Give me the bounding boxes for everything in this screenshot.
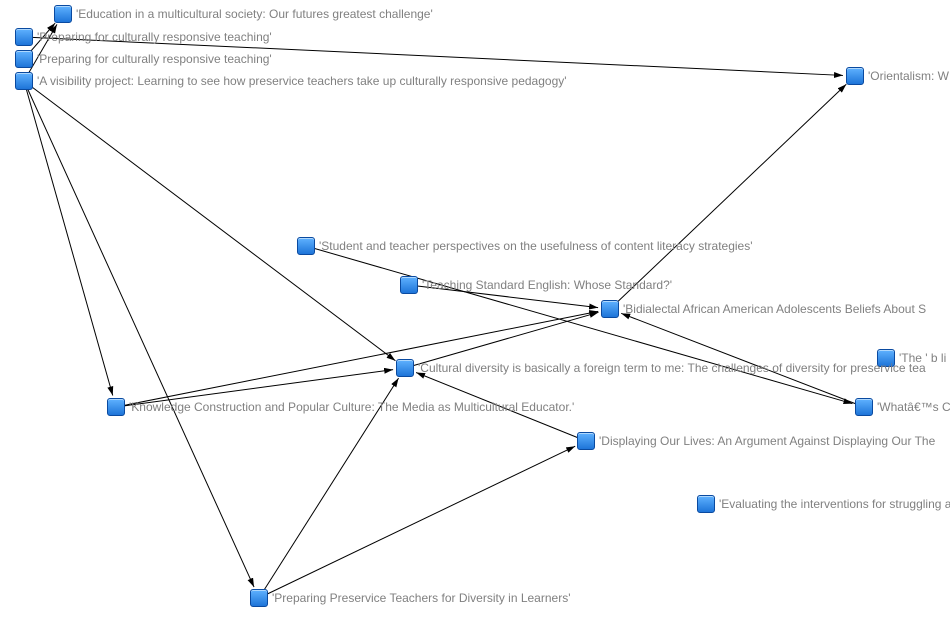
graph-edge [24,81,113,395]
node-label: 'Orientalism: W [868,69,949,83]
node-box-icon [297,237,315,255]
graph-edge [24,81,254,587]
node-label: 'Teaching Standard English: Whose Standa… [422,278,672,292]
node-box-icon [396,359,414,377]
node-box-icon [107,398,125,416]
node-box-icon [601,300,619,318]
graph-node[interactable]: 'Knowledge Construction and Popular Cult… [107,398,574,416]
graph-node[interactable]: 'Whatâ€™s C [855,398,950,416]
graph-edge [24,81,395,361]
node-box-icon [855,398,873,416]
graph-edge [306,246,852,404]
node-box-icon [15,50,33,68]
graph-node[interactable]: 'Preparing for culturally responsive tea… [15,50,272,68]
graph-node[interactable]: 'Preparing Preservice Teachers for Diver… [250,589,570,607]
graph-node[interactable]: 'Evaluating the interventions for strugg… [697,495,950,513]
graph-node[interactable]: 'Orientalism: W [846,67,949,85]
node-box-icon [15,28,33,46]
graph-node[interactable]: 'A visibility project: Learning to see h… [15,72,567,90]
node-label: 'A visibility project: Learning to see h… [37,74,567,88]
node-label: 'Preparing for culturally responsive tea… [37,30,272,44]
graph-node[interactable]: 'Bidialectal African American Adolescent… [601,300,926,318]
node-label: 'Preparing Preservice Teachers for Diver… [272,591,570,605]
graph-node[interactable]: 'Teaching Standard English: Whose Standa… [400,276,672,294]
graph-node[interactable]: 'Student and teacher perspectives on the… [297,237,753,255]
edge-layer [0,0,950,641]
node-label: 'Knowledge Construction and Popular Cult… [129,400,574,414]
node-label: 'Education in a multicultural society: O… [76,7,433,21]
graph-node[interactable]: 'Education in a multicultural society: O… [54,5,433,23]
node-box-icon [846,67,864,85]
node-box-icon [577,432,595,450]
node-box-icon [697,495,715,513]
node-box-icon [54,5,72,23]
graph-edge [259,446,575,598]
node-label: 'Evaluating the interventions for strugg… [719,497,950,511]
graph-canvas: 'Education in a multicultural society: O… [0,0,950,641]
node-label: 'Bidialectal African American Adolescent… [623,302,926,316]
node-label: 'Whatâ€™s C [877,400,950,414]
node-box-icon [400,276,418,294]
node-box-icon [250,589,268,607]
graph-node[interactable]: 'Displaying Our Lives: An Argument Again… [577,432,935,450]
graph-node[interactable]: 'Cultural diversity is basically a forei… [396,359,926,377]
node-label: 'Student and teacher perspectives on the… [319,239,753,253]
node-box-icon [15,72,33,90]
graph-node[interactable]: 'Preparing for culturally responsive tea… [15,28,272,46]
node-label: 'Displaying Our Lives: An Argument Again… [599,434,935,448]
node-label: 'Cultural diversity is basically a forei… [418,361,926,375]
node-label: 'Preparing for culturally responsive tea… [37,52,272,66]
